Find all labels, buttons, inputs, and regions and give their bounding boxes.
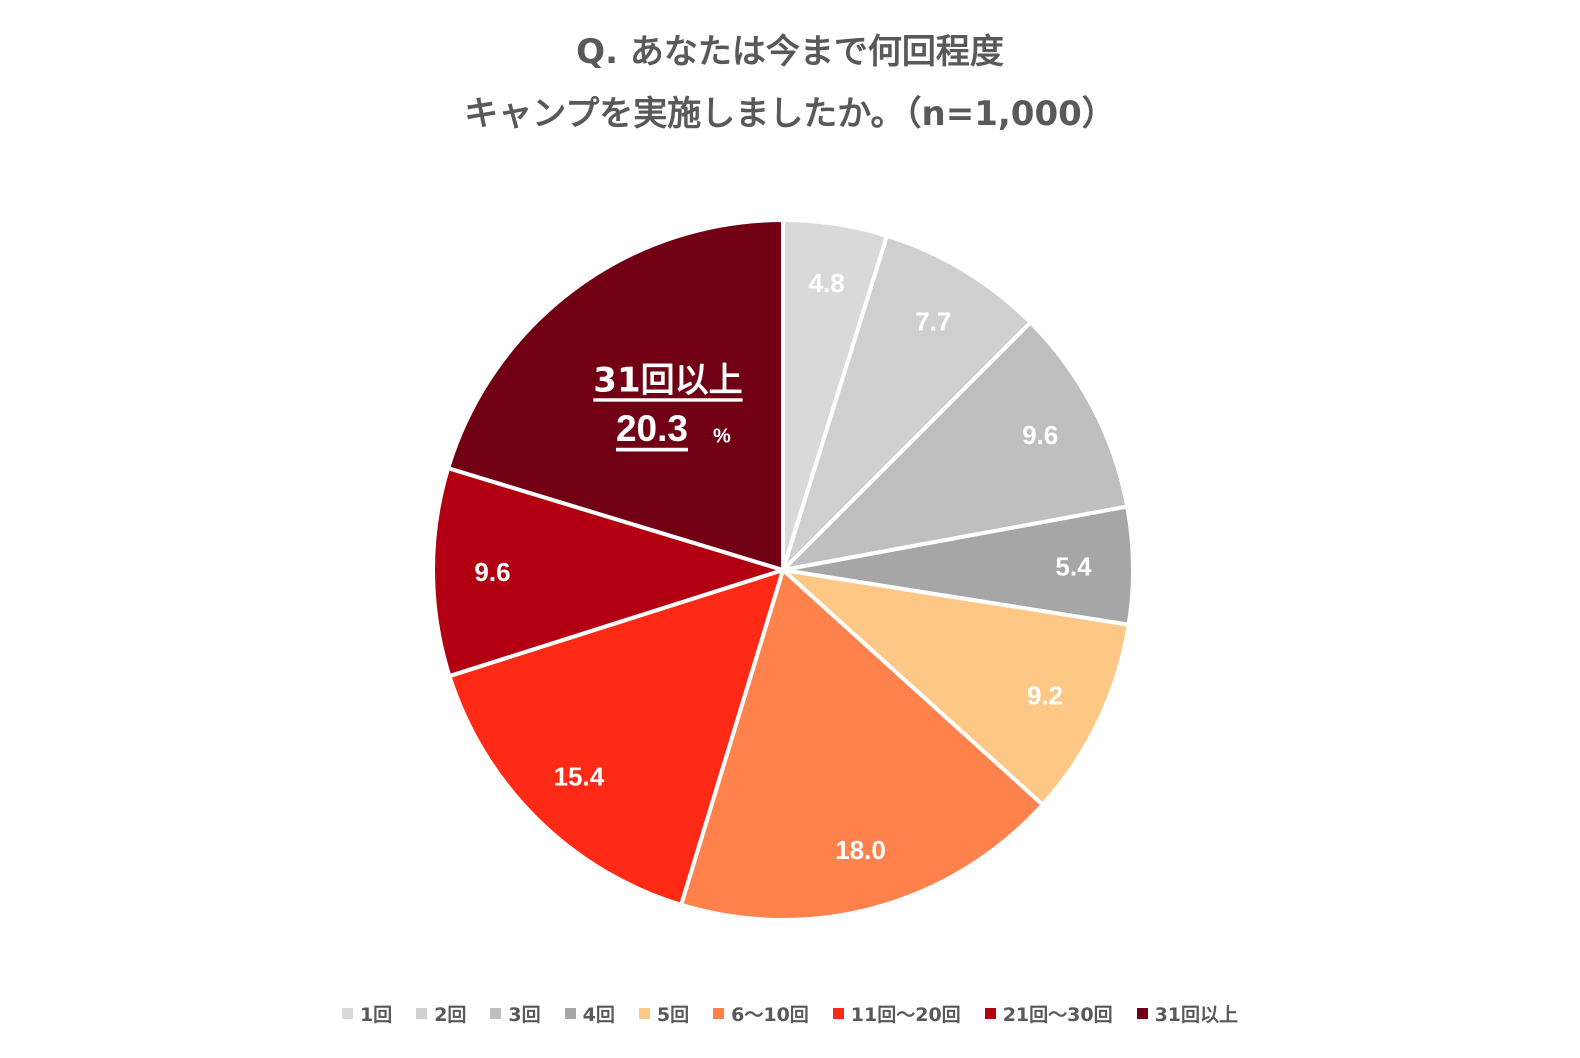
legend-item-6: 6〜10回 [713,1000,809,1027]
chart-title-line1: Q. あなたは今まで何回程度 [576,32,1004,72]
legend-item-8: 21回〜30回 [984,1000,1113,1027]
legend-swatch-8 [984,1008,996,1019]
legend-label-4: 4回 [582,1004,615,1026]
legend-label-1: 1回 [359,1004,393,1026]
legend-item-3: 3回 [490,1000,541,1027]
data-label-2: 7.7 [915,306,951,336]
data-label-8: 9.6 [474,557,510,587]
pie-slice-9 [446,218,785,572]
pie-slice-3 [781,320,1130,572]
legend-swatch-3 [490,1008,502,1019]
legend-item-7: 11回〜20回 [832,1000,961,1027]
legend-item-1: 1回 [341,1000,393,1027]
data-label-5: 9.2 [1027,680,1063,710]
legend-item-9: 31回以上 [1136,1000,1239,1027]
highlight-category-label: 31回以上 [593,360,742,400]
legend-swatch-4 [564,1008,576,1019]
pie-slice-7 [447,568,785,907]
legend-item-5: 5回 [638,1000,690,1027]
legend-label-8: 21回〜30回 [1002,1004,1113,1026]
pie-slice-2 [781,233,1033,572]
legend-label-3: 3回 [508,1004,541,1026]
highlight-unit-label: % [713,425,731,447]
highlight-value-label: 20.3 [616,408,688,449]
chart-title-line2: キャンプを実施しましたか。（n=1,000） [464,94,1116,134]
pie-slice-8 [431,466,785,679]
data-label-7: 15.4 [554,762,605,792]
legend-label-6: 6〜10回 [731,1004,809,1026]
legend-item-2: 2回 [416,1000,466,1027]
legend-swatch-2 [416,1008,428,1019]
legend-swatch-6 [713,1008,725,1019]
data-label-6: 18.0 [835,835,886,865]
highlight-label: 31回以上 20.3% [593,360,742,449]
pie-slice-6 [679,568,1045,922]
legend-swatch-9 [1136,1008,1148,1019]
data-label-1: 4.8 [809,268,845,298]
legend-item-4: 4回 [564,1000,615,1027]
legend-label-5: 5回 [656,1004,690,1026]
legend-swatch-7 [832,1008,844,1019]
legend-swatch-1 [341,1008,353,1019]
legend-label-7: 11回〜20回 [850,1004,961,1026]
data-label-4: 5.4 [1055,551,1092,581]
legend-label-2: 2回 [434,1004,467,1026]
legend-swatch-5 [638,1008,650,1019]
legend-label-9: 31回以上 [1154,1004,1239,1026]
data-label-3: 9.6 [1022,420,1058,450]
chart-legend: 1回 2回 3回 4回 5回 6〜10回 11回〜20回 21回〜30回 31回以上 [0,1000,1580,1027]
pie-slice-5 [781,568,1131,807]
